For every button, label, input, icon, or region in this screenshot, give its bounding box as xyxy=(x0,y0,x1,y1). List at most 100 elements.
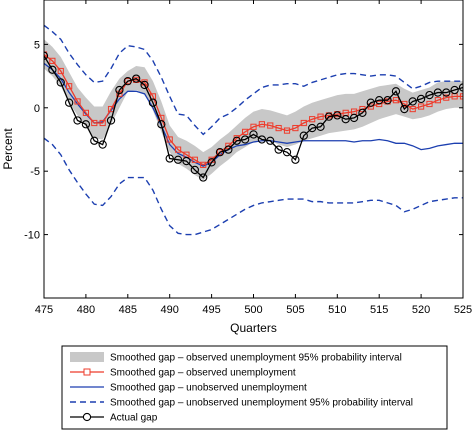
observed-gap-marker xyxy=(124,78,131,85)
actual-gap-marker xyxy=(349,113,359,123)
y-tick-label: -10 xyxy=(24,230,40,242)
x-tick-label: 515 xyxy=(370,304,388,316)
actual-gap-marker xyxy=(358,108,367,118)
observed-gap-marker xyxy=(49,57,56,64)
observed-gap-marker xyxy=(57,67,64,75)
observed-gap-marker xyxy=(174,146,182,153)
actual-gap-marker xyxy=(308,123,317,133)
observed-gap-marker xyxy=(392,97,400,104)
x-tick-label: 490 xyxy=(161,304,179,316)
legend-box xyxy=(61,345,448,430)
actual-gap-marker xyxy=(157,120,166,129)
observed-gap-marker xyxy=(300,119,307,127)
observed-gap-marker xyxy=(200,161,207,168)
actual-gap-marker xyxy=(215,148,225,157)
legend-label: Smoothed gap – unobserved unemployment 9… xyxy=(110,398,413,409)
actual-gap-marker xyxy=(232,136,241,145)
actual-gap-marker xyxy=(132,74,141,83)
actual-gap-marker xyxy=(282,148,292,157)
y-tick-label: -5 xyxy=(30,166,40,178)
unobserved-interval-upper-line xyxy=(44,24,463,136)
actual-gap-marker xyxy=(106,116,116,125)
legend-label: Smoothed gap – unobserved unemployment xyxy=(110,383,307,394)
x-tick-label: 485 xyxy=(119,304,137,316)
actual-gap-marker xyxy=(56,78,65,87)
ticks-layer: 475 480 485 490 495 500 505 510 515 520 525 -10 -5 0 5 xyxy=(24,0,472,316)
observed-gap-marker xyxy=(91,119,98,127)
actual-gap-marker xyxy=(48,65,57,74)
observed-gap-marker xyxy=(317,113,324,120)
actual-gap-marker xyxy=(257,135,267,144)
actual-gap-marker xyxy=(148,98,158,107)
actual-gap-marker xyxy=(324,112,334,121)
actual-gap-marker xyxy=(115,85,124,95)
x-tick-label: 510 xyxy=(328,304,346,316)
series-layer xyxy=(44,24,463,236)
legend-label: Actual gap xyxy=(110,413,158,424)
observed-gap-marker xyxy=(426,100,433,108)
actual-gap-marker xyxy=(391,87,401,96)
actual-gap-marker xyxy=(207,158,216,167)
y-tick-label: 0 xyxy=(34,103,40,115)
actual-gap-marker xyxy=(333,111,342,120)
observed-gap-marker xyxy=(418,103,425,110)
actual-gap-marker xyxy=(299,131,308,140)
actual-gap-marker xyxy=(266,136,275,145)
observed-gap-marker xyxy=(216,149,224,156)
actual-gap-marker xyxy=(341,115,350,124)
observed-gap-marker xyxy=(82,109,90,116)
observed-gap-marker xyxy=(242,128,249,135)
actual-gap-marker xyxy=(375,96,384,105)
observed-gap-marker xyxy=(376,100,383,108)
actual-gap-marker xyxy=(98,140,107,149)
observed-gap-marker xyxy=(250,123,257,130)
actual-gap-marker xyxy=(416,94,426,104)
x-tick-label: 475 xyxy=(35,304,53,316)
observed-gap-marker xyxy=(443,94,450,101)
x-tick-label: 480 xyxy=(77,304,95,316)
actual-gap-marker xyxy=(400,104,409,114)
actual-gap-marker xyxy=(408,97,417,106)
observed-gap-marker xyxy=(166,136,173,143)
actual-gap-marker xyxy=(291,155,300,164)
observed-gap-marker xyxy=(267,122,274,129)
observed-gap-marker xyxy=(275,124,282,132)
actual-gap-marker xyxy=(274,145,283,154)
observed-gap-marker xyxy=(434,97,441,104)
actual-gap-marker xyxy=(450,85,459,95)
actual-gap-marker xyxy=(81,120,91,129)
y-tick-label: 5 xyxy=(34,39,40,51)
actual-gap-marker xyxy=(199,173,208,182)
actual-gap-marker xyxy=(190,165,199,175)
legend-label: Smoothed gap – observed unemployment 95%… xyxy=(110,353,402,364)
x-axis-title: Quarters xyxy=(230,321,277,335)
actual-gap-marker xyxy=(90,136,99,145)
observed-gap-marker xyxy=(66,83,73,90)
observed-gap-marker xyxy=(225,142,232,149)
observed-gap-marker xyxy=(99,119,106,127)
actual-gap-marker xyxy=(366,98,375,107)
x-tick-label: 520 xyxy=(412,304,430,316)
actual-gap-marker xyxy=(433,88,443,97)
observed-gap-marker xyxy=(292,124,299,132)
actual-gap-marker xyxy=(442,88,451,97)
x-tick-label: 500 xyxy=(244,304,262,316)
actual-gap-marker xyxy=(249,130,258,139)
actual-gap-marker xyxy=(73,116,82,125)
observed-gap-marker xyxy=(74,98,81,105)
plot-frame xyxy=(43,0,464,299)
actual-gap-marker xyxy=(383,96,392,105)
y-axis-title: Percent xyxy=(1,128,15,170)
actual-gap-marker xyxy=(182,156,191,166)
observed-gap-marker xyxy=(191,156,198,163)
observed-gap-marker xyxy=(258,121,265,128)
observed-gap-marker xyxy=(283,127,291,134)
actual-gap-marker xyxy=(224,145,233,154)
actual-gap-marker xyxy=(240,135,250,144)
actual-gap-marker xyxy=(140,80,149,90)
actual-gap-marker xyxy=(316,122,325,131)
x-tick-label: 495 xyxy=(202,304,220,316)
legend: Smoothed gap – observed unemployment 95%… xyxy=(61,345,448,430)
observed-gap-marker xyxy=(409,105,416,113)
